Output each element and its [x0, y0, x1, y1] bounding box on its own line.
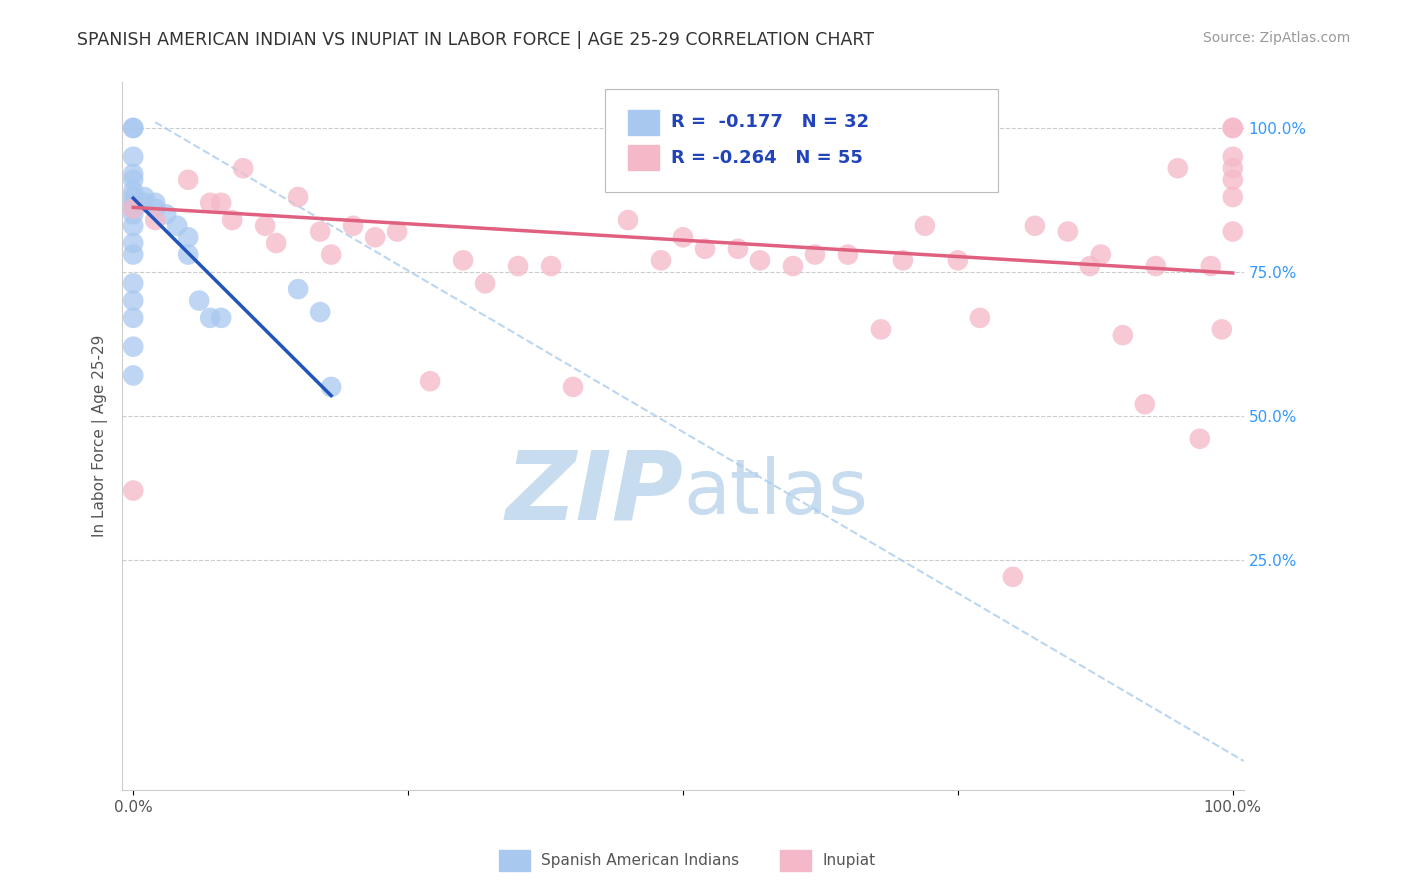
Point: [122, 173, 145, 187]
Point: [122, 207, 145, 221]
Point: [617, 213, 640, 227]
Text: SPANISH AMERICAN INDIAN VS INUPIAT IN LABOR FORCE | AGE 25-29 CORRELATION CHART: SPANISH AMERICAN INDIAN VS INUPIAT IN LA…: [77, 31, 875, 49]
Point: [1199, 259, 1222, 273]
Point: [474, 277, 496, 291]
Point: [914, 219, 936, 233]
Point: [364, 230, 387, 244]
Point: [122, 190, 145, 204]
Point: [1167, 161, 1189, 176]
Point: [177, 173, 200, 187]
Point: [122, 310, 145, 325]
Point: [1090, 247, 1112, 261]
Text: Source: ZipAtlas.com: Source: ZipAtlas.com: [1202, 31, 1350, 45]
Point: [891, 253, 914, 268]
Point: [177, 247, 200, 261]
Point: [155, 207, 177, 221]
Point: [209, 195, 232, 210]
Point: [122, 202, 145, 216]
Point: [749, 253, 772, 268]
Point: [122, 120, 145, 135]
Point: [122, 195, 145, 210]
Point: [287, 282, 309, 296]
Text: ZIP: ZIP: [505, 446, 683, 539]
Point: [385, 225, 408, 239]
Point: [221, 213, 243, 227]
Point: [254, 219, 277, 233]
Point: [693, 242, 716, 256]
Point: [122, 219, 145, 233]
Point: [562, 380, 585, 394]
Point: [321, 247, 343, 261]
Point: [198, 310, 221, 325]
Point: [122, 247, 145, 261]
Point: [198, 195, 221, 210]
Point: [1188, 432, 1211, 446]
Point: [166, 219, 188, 233]
Point: [143, 213, 166, 227]
Point: [727, 242, 749, 256]
Point: [837, 247, 859, 261]
Point: [122, 150, 145, 164]
Point: [1222, 161, 1244, 176]
Point: [122, 277, 145, 291]
Point: [870, 322, 893, 336]
Point: [209, 310, 232, 325]
Point: [122, 340, 145, 354]
Point: [1144, 259, 1167, 273]
Point: [188, 293, 211, 308]
Point: [1078, 259, 1101, 273]
Point: [540, 259, 562, 273]
Point: [1133, 397, 1156, 411]
Point: [122, 368, 145, 383]
Text: R = -0.264   N = 55: R = -0.264 N = 55: [671, 149, 862, 167]
Point: [1056, 225, 1078, 239]
Point: [122, 235, 145, 250]
Text: Inupiat: Inupiat: [823, 854, 876, 868]
Point: [287, 190, 309, 204]
Point: [342, 219, 364, 233]
Point: [122, 202, 145, 216]
Point: [672, 230, 695, 244]
Point: [1024, 219, 1046, 233]
Point: [1222, 120, 1244, 135]
Point: [134, 195, 156, 210]
Point: [122, 184, 145, 198]
Point: [1222, 225, 1244, 239]
Point: [1222, 190, 1244, 204]
Point: [782, 259, 804, 273]
Point: [309, 225, 332, 239]
Point: [650, 253, 672, 268]
Point: [804, 247, 827, 261]
Point: [1001, 570, 1024, 584]
Point: [232, 161, 254, 176]
Point: [1222, 173, 1244, 187]
Point: [264, 235, 287, 250]
Point: [946, 253, 969, 268]
Text: R =  -0.177   N = 32: R = -0.177 N = 32: [671, 113, 869, 131]
Text: Spanish American Indians: Spanish American Indians: [541, 854, 740, 868]
Point: [1222, 150, 1244, 164]
Point: [143, 202, 166, 216]
Point: [506, 259, 529, 273]
Point: [122, 120, 145, 135]
Point: [122, 483, 145, 498]
Point: [1222, 120, 1244, 135]
Y-axis label: In Labor Force | Age 25-29: In Labor Force | Age 25-29: [93, 334, 108, 537]
Point: [143, 195, 166, 210]
Point: [177, 230, 200, 244]
Point: [451, 253, 474, 268]
Point: [969, 310, 991, 325]
Point: [122, 293, 145, 308]
Point: [134, 190, 156, 204]
Point: [309, 305, 332, 319]
Text: atlas: atlas: [683, 456, 868, 530]
Point: [1211, 322, 1233, 336]
Point: [1112, 328, 1135, 343]
Point: [321, 380, 343, 394]
Point: [122, 167, 145, 181]
Point: [419, 374, 441, 388]
